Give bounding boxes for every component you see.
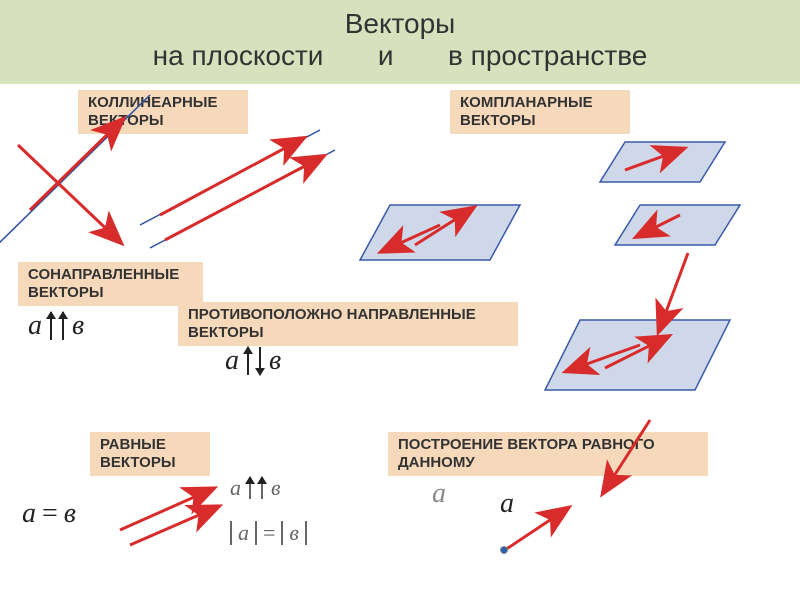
title-line1: Векторы xyxy=(0,8,800,40)
label-coplanar: КОМПЛАНАРНЫЕВЕКТОРЫ xyxy=(450,90,630,134)
equals-sign: = xyxy=(42,498,58,530)
arrow-down-icon xyxy=(259,347,261,375)
title-mid: и xyxy=(378,40,394,71)
label-equal: РАВНЫЕВЕКТОРЫ xyxy=(90,432,210,476)
var-a: а xyxy=(28,310,42,342)
label-codirected: СОНАПРАВЛЕННЫЕВЕКТОРЫ xyxy=(18,262,203,306)
arrow-up-icon xyxy=(247,347,249,375)
formula-codirected: а в xyxy=(28,310,84,342)
var-b: в xyxy=(72,310,84,342)
origin-dot xyxy=(500,546,508,554)
abs-bar xyxy=(305,521,307,545)
var-a: а xyxy=(500,488,514,520)
label-construct: ПОСТРОЕНИЕ ВЕКТОРА РАВНОГОДАННОМУ xyxy=(388,432,708,476)
title-line2: на плоскости и в пространстве xyxy=(0,40,800,72)
arrow-up-icon xyxy=(50,312,52,340)
planes-group xyxy=(360,142,740,390)
abs-bar xyxy=(281,521,283,545)
var-a: а xyxy=(230,475,241,501)
var-b: в xyxy=(289,520,299,546)
equals-sign: = xyxy=(263,520,275,546)
formula-equal: а = в xyxy=(22,498,76,530)
var-a: а xyxy=(432,478,446,510)
header: Векторы на плоскости и в пространстве xyxy=(0,0,800,84)
formula-equal-arrows: а в xyxy=(230,475,281,501)
formula-construct-a1: а xyxy=(432,478,446,510)
formula-opposite: а в xyxy=(225,345,281,377)
label-opposite: ПРОТИВОПОЛОЖНО НАПРАВЛЕННЫЕВЕКТОРЫ xyxy=(178,302,518,346)
title-left: на плоскости xyxy=(153,40,324,71)
abs-bar xyxy=(255,521,257,545)
label-collinear: КОЛЛИНЕАРНЫЕВЕКТОРЫ xyxy=(78,90,248,134)
var-b: в xyxy=(271,475,281,501)
formula-magnitude: а = в xyxy=(230,520,307,546)
arrow-up-icon xyxy=(261,477,263,499)
var-a: а xyxy=(238,520,249,546)
formula-construct-a2: а xyxy=(500,488,514,520)
arrow-up-icon xyxy=(62,312,64,340)
var-b: в xyxy=(64,498,76,530)
var-a: а xyxy=(225,345,239,377)
arrow-up-icon xyxy=(249,477,251,499)
title-right: в пространстве xyxy=(448,40,647,71)
var-a: а xyxy=(22,498,36,530)
var-b: в xyxy=(269,345,281,377)
abs-bar xyxy=(230,521,232,545)
